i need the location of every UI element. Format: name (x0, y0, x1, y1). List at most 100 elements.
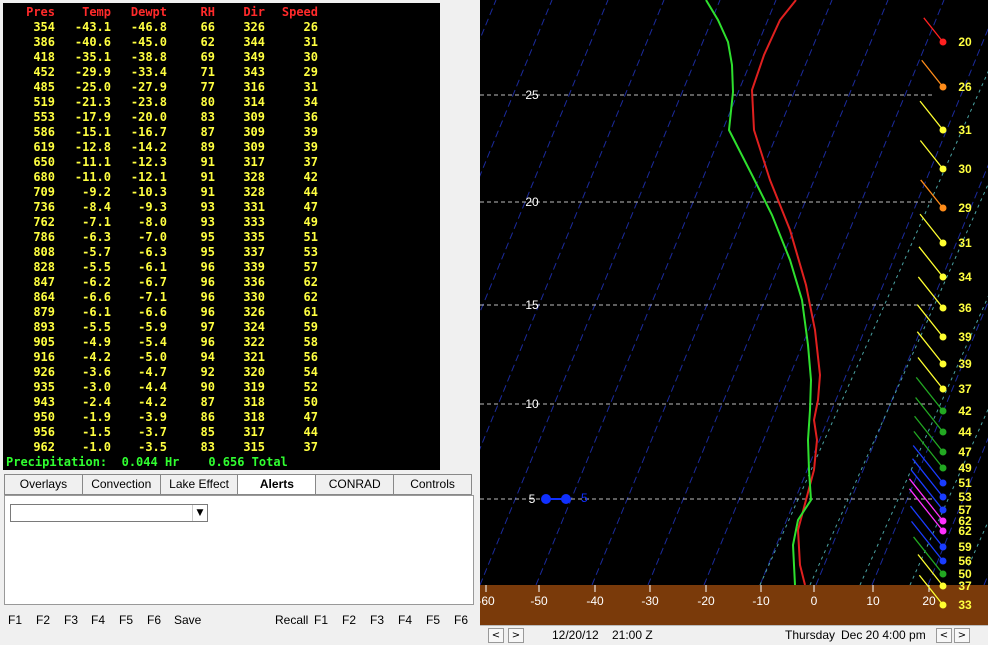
cell-dir: 318 (243, 395, 265, 409)
cell-dir: 326 (243, 20, 265, 34)
isotherm-line (815, 164, 988, 586)
arrow-right-icon[interactable]: > (954, 628, 970, 643)
table-row: 893 -5.5 -5.9 97 324 59 (3, 320, 440, 335)
wind-speed-label: 51 (958, 476, 972, 490)
cell-dir: 335 (243, 230, 265, 244)
cell-speed: 31 (303, 35, 318, 49)
header-rh: RH (200, 5, 215, 19)
temp-tick-label: 0 (811, 594, 818, 608)
cell-rh: 87 (200, 395, 215, 409)
left-f1-button[interactable]: F1 (7, 613, 22, 627)
header-dir: Dir (243, 5, 265, 19)
cell-dir: 344 (243, 35, 265, 49)
tab-controls[interactable]: Controls (393, 474, 472, 495)
arrow-left-icon[interactable]: < (488, 628, 504, 643)
cell-speed: 39 (303, 125, 318, 139)
temp-tick-label: -20 (697, 594, 715, 608)
cell-temp: -4.2 (82, 350, 111, 364)
wind-speed-label: 53 (958, 490, 972, 504)
table-row: 962 -1.0 -3.5 83 315 37 (3, 440, 440, 455)
cell-rh: 97 (200, 320, 215, 334)
cell-rh: 62 (200, 35, 215, 49)
isotherm-line (591, 0, 833, 586)
cell-speed: 50 (303, 395, 318, 409)
arrow-right-icon[interactable]: > (508, 628, 524, 643)
cell-rh: 90 (200, 380, 215, 394)
right-f6-button[interactable]: F6 (453, 613, 468, 627)
right-f5-button[interactable]: F5 (425, 613, 440, 627)
temp-tick-label: -10 (752, 594, 770, 608)
sounding-svg: 25 20 15 10 5 -60 -50 -40 -30 -20 -10 0 10 20 20 26 31… (480, 0, 988, 625)
wind-barb (921, 59, 944, 88)
wind-barb (917, 276, 944, 309)
wind-barbs: 2026313029313436393937424447495153576262… (908, 17, 972, 612)
wind-barb-dot (939, 273, 947, 281)
chevron-down-icon[interactable]: ▼ (192, 505, 207, 521)
right-f2-button[interactable]: F2 (341, 613, 356, 627)
left-f6-button[interactable]: F6 (146, 613, 161, 627)
tab-overlays[interactable]: Overlays (4, 474, 82, 495)
right-f1-button[interactable]: F1 (313, 613, 328, 627)
table-row: 418 -35.1 -38.8 69 349 30 (3, 50, 440, 65)
tab-lake-effect[interactable]: Lake Effect (159, 474, 238, 495)
marker-label: 5 (581, 491, 588, 505)
table-row: 553 -17.9 -20.0 83 309 36 (3, 110, 440, 125)
wind-barb (912, 445, 944, 484)
cell-dewpt: -12.1 (130, 170, 167, 184)
cell-temp: -15.1 (74, 125, 111, 139)
cell-dewpt: -4.7 (138, 365, 167, 379)
cell-speed: 52 (303, 380, 318, 394)
recall-button[interactable]: Recall (275, 613, 309, 627)
left-f3-button[interactable]: F3 (63, 613, 78, 627)
wind-speed-label: 31 (958, 123, 972, 137)
wind-barb (923, 17, 944, 43)
cell-rh: 96 (200, 305, 215, 319)
temp-tick-label: 10 (866, 594, 880, 608)
wind-barb-dot (939, 304, 947, 312)
cell-dir: 324 (243, 320, 265, 334)
cell-rh: 66 (200, 20, 215, 34)
temp-tick-label: -40 (586, 594, 604, 608)
wind-barb (910, 469, 944, 511)
wind-barb-dot (939, 543, 947, 551)
cell-dir: 326 (243, 305, 265, 319)
left-f2-button[interactable]: F2 (35, 613, 50, 627)
cell-rh: 83 (200, 110, 215, 124)
precip-total: 0.656 Total (208, 455, 288, 469)
save-button[interactable]: Save (174, 613, 202, 627)
cell-speed: 61 (303, 305, 318, 319)
cell-pres: 916 (33, 350, 55, 364)
right-f3-button[interactable]: F3 (369, 613, 384, 627)
wind-speed-label: 31 (958, 236, 972, 250)
cell-rh: 86 (200, 410, 215, 424)
cell-temp: -40.6 (74, 35, 111, 49)
wind-barb-dot (939, 506, 947, 514)
dewpoint-line (705, 0, 813, 586)
cell-dir: 316 (243, 80, 265, 94)
precipitation-line: Precipitation: 0.044 Hr 0.656 Total (6, 455, 288, 469)
cell-speed: 47 (303, 410, 318, 424)
left-f4-button[interactable]: F4 (90, 613, 105, 627)
height-tick-label: 5 (529, 492, 536, 506)
cell-speed: 26 (303, 20, 318, 34)
cell-dewpt: -27.9 (130, 80, 167, 94)
tab-alerts[interactable]: Alerts (237, 474, 316, 495)
wind-speed-label: 39 (958, 357, 972, 371)
cell-speed: 44 (303, 185, 318, 199)
right-f4-button[interactable]: F4 (397, 613, 412, 627)
cell-pres: 926 (33, 365, 55, 379)
cell-temp: -12.8 (74, 140, 111, 154)
arrow-left-icon[interactable]: < (936, 628, 952, 643)
tab-conrad[interactable]: CONRAD (315, 474, 394, 495)
wind-speed-label: 20 (958, 35, 972, 49)
blue-marker: 5 (541, 491, 588, 505)
alert-select[interactable]: ▼ (10, 504, 208, 522)
wind-speed-label: 37 (958, 382, 972, 396)
wind-barb (913, 536, 944, 575)
cell-rh: 96 (200, 275, 215, 289)
tab-convection[interactable]: Convection (81, 474, 160, 495)
left-f5-button[interactable]: F5 (118, 613, 133, 627)
cell-pres: 553 (33, 110, 55, 124)
cell-pres: 935 (33, 380, 55, 394)
table-row: 916 -4.2 -5.0 94 321 56 (3, 350, 440, 365)
